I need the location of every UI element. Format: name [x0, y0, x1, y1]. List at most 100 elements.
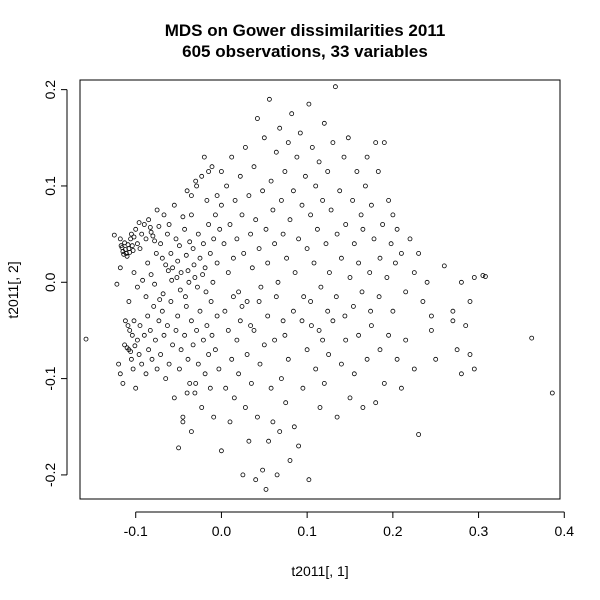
- data-point: [237, 173, 243, 179]
- data-point: [266, 438, 272, 444]
- data-point: [140, 277, 146, 283]
- data-point: [191, 262, 197, 268]
- x-tick-label: -0.1: [124, 523, 148, 539]
- data-point: [207, 250, 213, 256]
- data-point: [246, 438, 252, 444]
- data-point: [364, 356, 370, 362]
- data-point: [124, 253, 130, 259]
- data-point: [345, 135, 351, 141]
- data-point: [292, 270, 298, 276]
- data-point: [320, 197, 326, 203]
- data-point: [471, 275, 477, 280]
- data-point: [343, 222, 349, 227]
- data-point: [139, 361, 145, 367]
- data-point: [180, 419, 186, 425]
- data-point: [173, 327, 179, 333]
- data-point: [386, 197, 392, 203]
- data-point: [200, 241, 206, 247]
- data-point: [209, 332, 215, 338]
- data-point: [143, 294, 149, 300]
- data-point: [158, 241, 164, 247]
- data-point: [373, 400, 379, 406]
- data-point: [351, 241, 357, 247]
- data-point: [147, 327, 153, 333]
- data-point: [253, 477, 259, 483]
- data-point: [463, 323, 469, 329]
- data-point: [248, 380, 254, 386]
- data-point: [244, 352, 250, 357]
- data-point: [117, 371, 123, 377]
- x-axis: -0.1 0.0 0.1 0.2 0.3 0.4: [124, 511, 574, 539]
- data-point: [232, 197, 238, 203]
- data-point: [217, 226, 223, 232]
- data-point: [291, 424, 297, 430]
- data-point: [450, 318, 456, 324]
- data-point: [338, 361, 344, 367]
- data-point: [154, 366, 160, 372]
- data-point: [482, 274, 488, 279]
- data-point: [143, 371, 149, 377]
- data-point: [368, 202, 374, 208]
- data-point: [134, 241, 140, 247]
- data-point: [159, 308, 165, 314]
- data-point: [316, 159, 322, 165]
- x-tick-label: 0.0: [212, 523, 232, 539]
- data-point: [145, 260, 151, 266]
- data-point: [341, 154, 347, 160]
- data-point: [137, 246, 143, 252]
- data-point: [188, 318, 194, 324]
- data-point: [390, 308, 396, 314]
- data-point: [210, 279, 216, 285]
- data-point: [197, 255, 203, 261]
- data-point: [407, 236, 413, 242]
- data-point: [187, 380, 193, 386]
- data-point: [143, 236, 149, 242]
- data-point: [160, 291, 166, 297]
- data-point: [321, 380, 327, 386]
- data-point: [229, 356, 235, 362]
- data-point: [467, 352, 473, 357]
- data-point: [141, 332, 147, 338]
- data-point: [131, 270, 137, 276]
- data-point: [311, 260, 317, 266]
- data-point: [471, 366, 477, 372]
- data-point: [328, 207, 334, 213]
- data-point: [125, 323, 131, 329]
- data-point: [156, 318, 162, 324]
- data-point: [338, 255, 344, 261]
- data-point: [364, 154, 370, 160]
- data-point: [411, 366, 417, 372]
- data-point: [183, 252, 189, 258]
- data-point: [186, 279, 192, 285]
- data-point: [299, 318, 305, 324]
- data-point: [200, 272, 206, 278]
- data-point: [246, 193, 252, 199]
- data-point: [227, 222, 233, 227]
- data-point: [156, 223, 162, 229]
- data-point: [360, 226, 366, 232]
- data-point: [218, 202, 224, 208]
- data-points: [83, 84, 555, 492]
- data-point: [126, 299, 132, 304]
- data-point: [166, 361, 172, 367]
- data-point: [260, 467, 266, 473]
- data-point: [360, 405, 366, 410]
- data-point: [342, 313, 348, 319]
- data-point: [234, 236, 240, 242]
- data-point: [161, 332, 167, 338]
- data-point: [136, 220, 142, 226]
- data-point: [377, 347, 383, 353]
- data-point: [467, 299, 473, 304]
- data-point: [392, 260, 398, 266]
- data-point: [176, 445, 182, 451]
- data-point: [304, 347, 310, 353]
- data-point: [180, 214, 186, 220]
- data-point: [190, 246, 196, 252]
- data-point: [237, 318, 243, 324]
- data-point: [117, 236, 123, 242]
- data-point: [330, 140, 336, 146]
- data-point: [323, 241, 329, 247]
- data-point: [127, 327, 133, 333]
- data-point: [334, 414, 340, 420]
